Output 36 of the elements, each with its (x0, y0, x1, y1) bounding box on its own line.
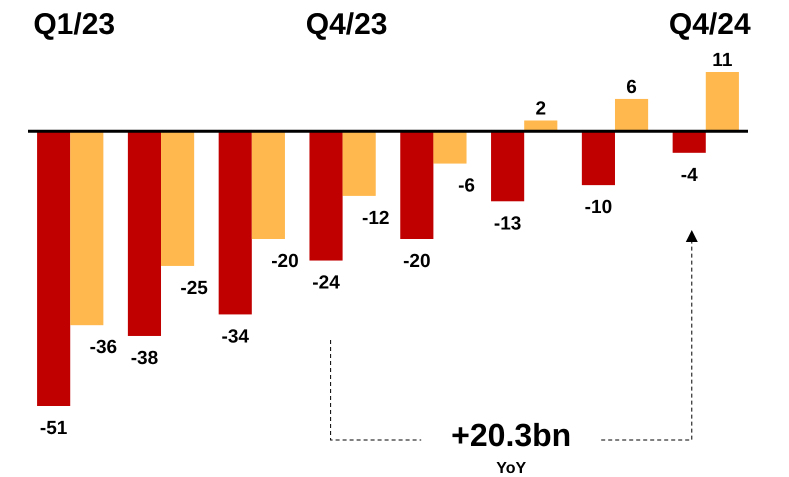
data-label: -51 (40, 418, 68, 439)
x-tick-label: Q1/23 (33, 8, 116, 41)
data-label: -12 (362, 208, 390, 229)
data-label: -20 (403, 251, 431, 272)
bar (582, 131, 615, 186)
x-tick-label: Q4/23 (306, 8, 388, 41)
data-label: 6 (626, 76, 637, 98)
text: YoY (496, 460, 526, 477)
data-label: -34 (222, 326, 250, 348)
x-tick-label: Q4/24 (668, 8, 751, 41)
text: +20.3bn (451, 417, 572, 453)
bar (433, 131, 467, 164)
data-label: -13 (494, 213, 522, 234)
data-label: -4 (680, 164, 698, 186)
bar (218, 131, 252, 314)
data-label: -36 (90, 337, 118, 358)
data-label: 11 (712, 50, 733, 71)
bar (672, 131, 706, 153)
bar (309, 131, 343, 261)
bar (614, 98, 648, 132)
data-label: -6 (458, 176, 475, 197)
bar (342, 131, 376, 196)
data-label: 2 (535, 98, 546, 120)
data-label: -24 (312, 272, 340, 294)
bar (252, 131, 285, 239)
data-label: -25 (180, 278, 208, 299)
bar (161, 131, 194, 266)
bar (70, 131, 104, 326)
bar (128, 131, 162, 336)
bar (37, 131, 70, 406)
bar (491, 131, 524, 202)
bar (706, 72, 739, 132)
data-label: -38 (130, 348, 158, 369)
data-label: -20 (271, 251, 299, 272)
data-label: -10 (584, 197, 612, 218)
bar (400, 131, 434, 239)
